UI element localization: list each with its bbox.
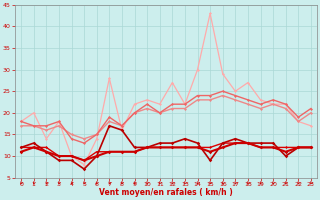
X-axis label: Vent moyen/en rafales ( km/h ): Vent moyen/en rafales ( km/h ) [99, 188, 233, 197]
